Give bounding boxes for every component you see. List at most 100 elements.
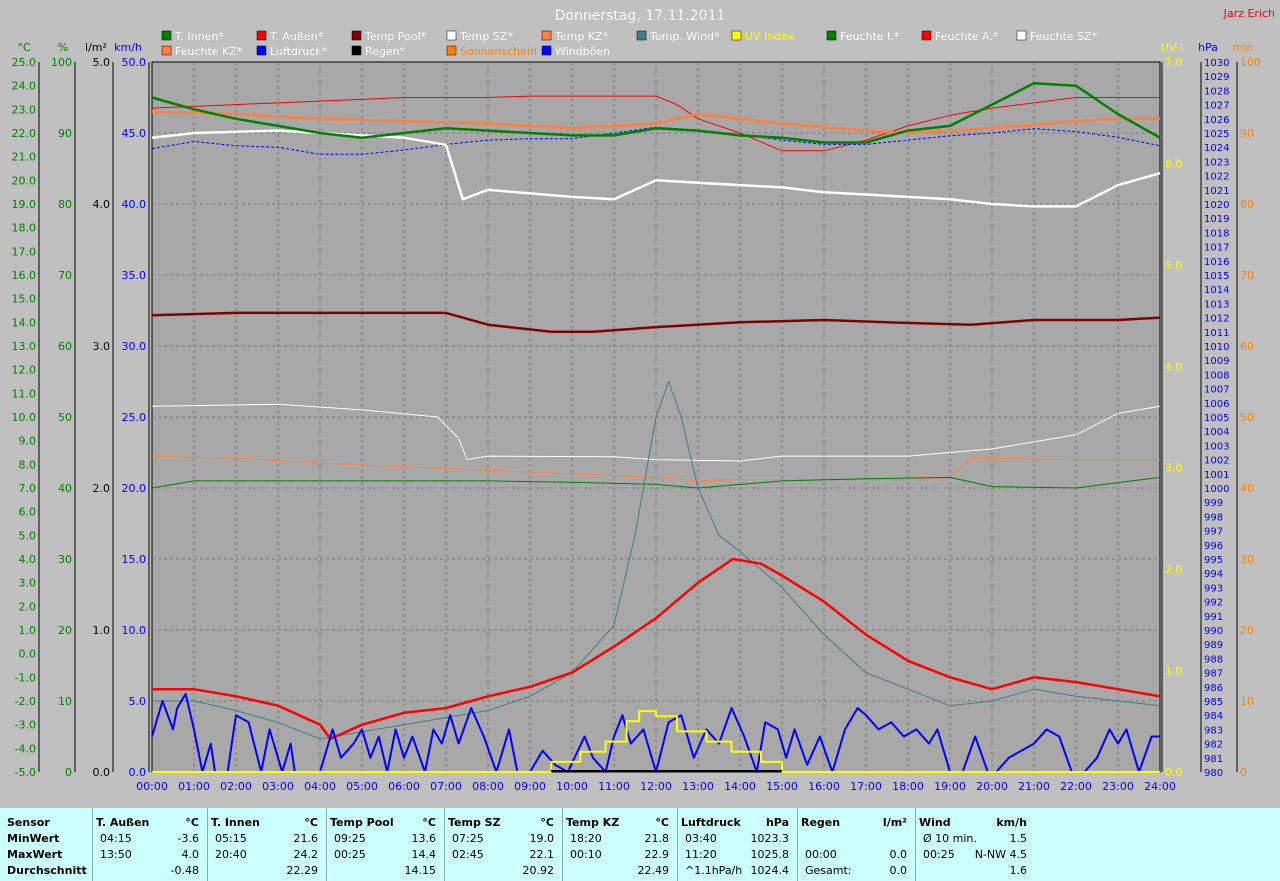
tick-pressure: 986 <box>1204 683 1223 694</box>
avg-value: 0.0 <box>889 864 908 877</box>
tick-sunshine: 100 <box>1240 56 1261 69</box>
tick-humidity: 50 <box>58 411 72 424</box>
tick-wind: 40.0 <box>122 198 147 211</box>
tick-time: 01:00 <box>178 780 210 793</box>
tick-temp: 17.0 <box>12 245 37 258</box>
max-value: 0.0 <box>889 848 908 861</box>
legend-swatch <box>541 45 552 56</box>
tick-sunshine: 10 <box>1240 695 1254 708</box>
tick-pressure: 983 <box>1204 725 1223 736</box>
series-feuchte-a <box>151 95 1160 152</box>
tick-temp: 15.0 <box>12 293 37 306</box>
axis-unit-wind: km/h <box>114 41 142 54</box>
series-t-innen <box>151 82 1161 144</box>
tick-pressure: 999 <box>1204 498 1223 509</box>
series-temp-pool <box>151 311 1161 334</box>
column-header: Temp SZ <box>448 816 501 829</box>
min-value: 1.5 <box>1009 832 1028 845</box>
max-time: 20:40 <box>215 848 247 861</box>
tick-uv: 4.0 <box>1165 360 1183 373</box>
tick-pressure: 1023 <box>1204 157 1229 168</box>
legend-swatch <box>446 45 457 56</box>
max-value: 1025.8 <box>750 848 790 861</box>
tick-pressure: 1019 <box>1204 214 1229 225</box>
avg-label: ^1.1hPa/h <box>685 864 743 877</box>
tick-pressure: 1007 <box>1204 385 1229 396</box>
tick-pressure: 994 <box>1204 569 1223 580</box>
tick-pressure: 1025 <box>1204 129 1229 140</box>
tick-humidity: 70 <box>58 269 72 282</box>
min-time: 03:40 <box>685 832 717 845</box>
tick-wind: 0.0 <box>129 766 147 779</box>
tick-humidity: 60 <box>58 340 72 353</box>
axis-unit-rain: l/m² <box>85 41 107 54</box>
tick-temp: 20.0 <box>12 174 37 187</box>
tick-pressure: 1010 <box>1204 342 1229 353</box>
tick-uv: 2.0 <box>1165 563 1183 576</box>
legend-label: UV Index <box>745 30 795 43</box>
tick-temp: -5.0 <box>15 766 36 779</box>
tick-pressure: 992 <box>1204 598 1223 609</box>
tick-wind: 10.0 <box>122 624 147 637</box>
row-label: MaxWert <box>7 848 63 861</box>
tick-temp: 11.0 <box>12 387 37 400</box>
tick-time: 14:00 <box>724 780 756 793</box>
legend-swatch <box>256 45 267 56</box>
max-time: 13:50 <box>100 848 132 861</box>
tick-temp: 5.0 <box>19 529 37 542</box>
tick-uv: 1.0 <box>1165 665 1183 678</box>
tick-temp: -1.0 <box>15 671 36 684</box>
max-time: 00:00 <box>805 848 837 861</box>
tick-time: 00:00 <box>136 780 168 793</box>
summary-column <box>797 808 916 881</box>
tick-temp: 23.0 <box>12 103 37 116</box>
tick-pressure: 1002 <box>1204 456 1229 467</box>
tick-pressure: 1005 <box>1204 413 1229 424</box>
tick-pressure: 1014 <box>1204 285 1229 296</box>
legend-label: T. Innen* <box>174 30 224 43</box>
tick-pressure: 996 <box>1204 541 1223 552</box>
max-value: 22.9 <box>644 848 670 861</box>
series-layer <box>151 82 1161 773</box>
tick-temp: 3.0 <box>19 577 37 590</box>
tick-time: 22:00 <box>1060 780 1092 793</box>
legend-swatch <box>921 30 932 41</box>
legend-label: Feuchte SZ* <box>1030 30 1098 43</box>
legend-label: Sonnenschein <box>460 45 537 58</box>
tick-time: 04:00 <box>304 780 336 793</box>
tick-pressure: 1030 <box>1204 58 1229 69</box>
min-time: 05:15 <box>215 832 247 845</box>
tick-pressure: 1001 <box>1204 470 1229 481</box>
min-time: 04:15 <box>100 832 132 845</box>
summary-table: Sensor MinWert MaxWert Durchschnitt T. Außen… <box>0 808 1280 881</box>
tick-humidity: 90 <box>58 127 72 140</box>
tick-time: 06:00 <box>388 780 420 793</box>
tick-temp: 10.0 <box>12 411 37 424</box>
min-value: 1023.3 <box>750 832 790 845</box>
legend-swatch <box>256 30 267 41</box>
column-unit: km/h <box>996 816 1027 829</box>
summary-column <box>444 808 563 881</box>
column-unit: hPa <box>765 816 789 829</box>
tick-pressure: 990 <box>1204 626 1223 637</box>
legend-label: Temp SZ* <box>459 30 513 43</box>
legend-swatch <box>541 30 552 41</box>
tick-time: 24:00 <box>1144 780 1176 793</box>
row-label: Sensor <box>7 816 50 829</box>
tick-uv: 7.0 <box>1165 56 1183 69</box>
tick-time: 09:00 <box>514 780 546 793</box>
max-time: 00:25 <box>923 848 955 861</box>
legend-swatch <box>446 30 457 41</box>
series-feuchte-kz <box>151 455 1160 482</box>
tick-uv: 3.0 <box>1165 462 1183 475</box>
avg-value: 1024.4 <box>750 864 790 877</box>
tick-time: 16:00 <box>808 780 840 793</box>
tick-pressure: 1000 <box>1204 484 1229 495</box>
series-feuchte-sz <box>151 403 1161 462</box>
legend-swatch <box>826 30 837 41</box>
tick-temp: 25.0 <box>12 56 37 69</box>
avg-label: Gesamt: <box>805 864 852 877</box>
tick-pressure: 998 <box>1204 512 1223 523</box>
summary-column <box>92 808 208 881</box>
tick-pressure: 1028 <box>1204 86 1229 97</box>
